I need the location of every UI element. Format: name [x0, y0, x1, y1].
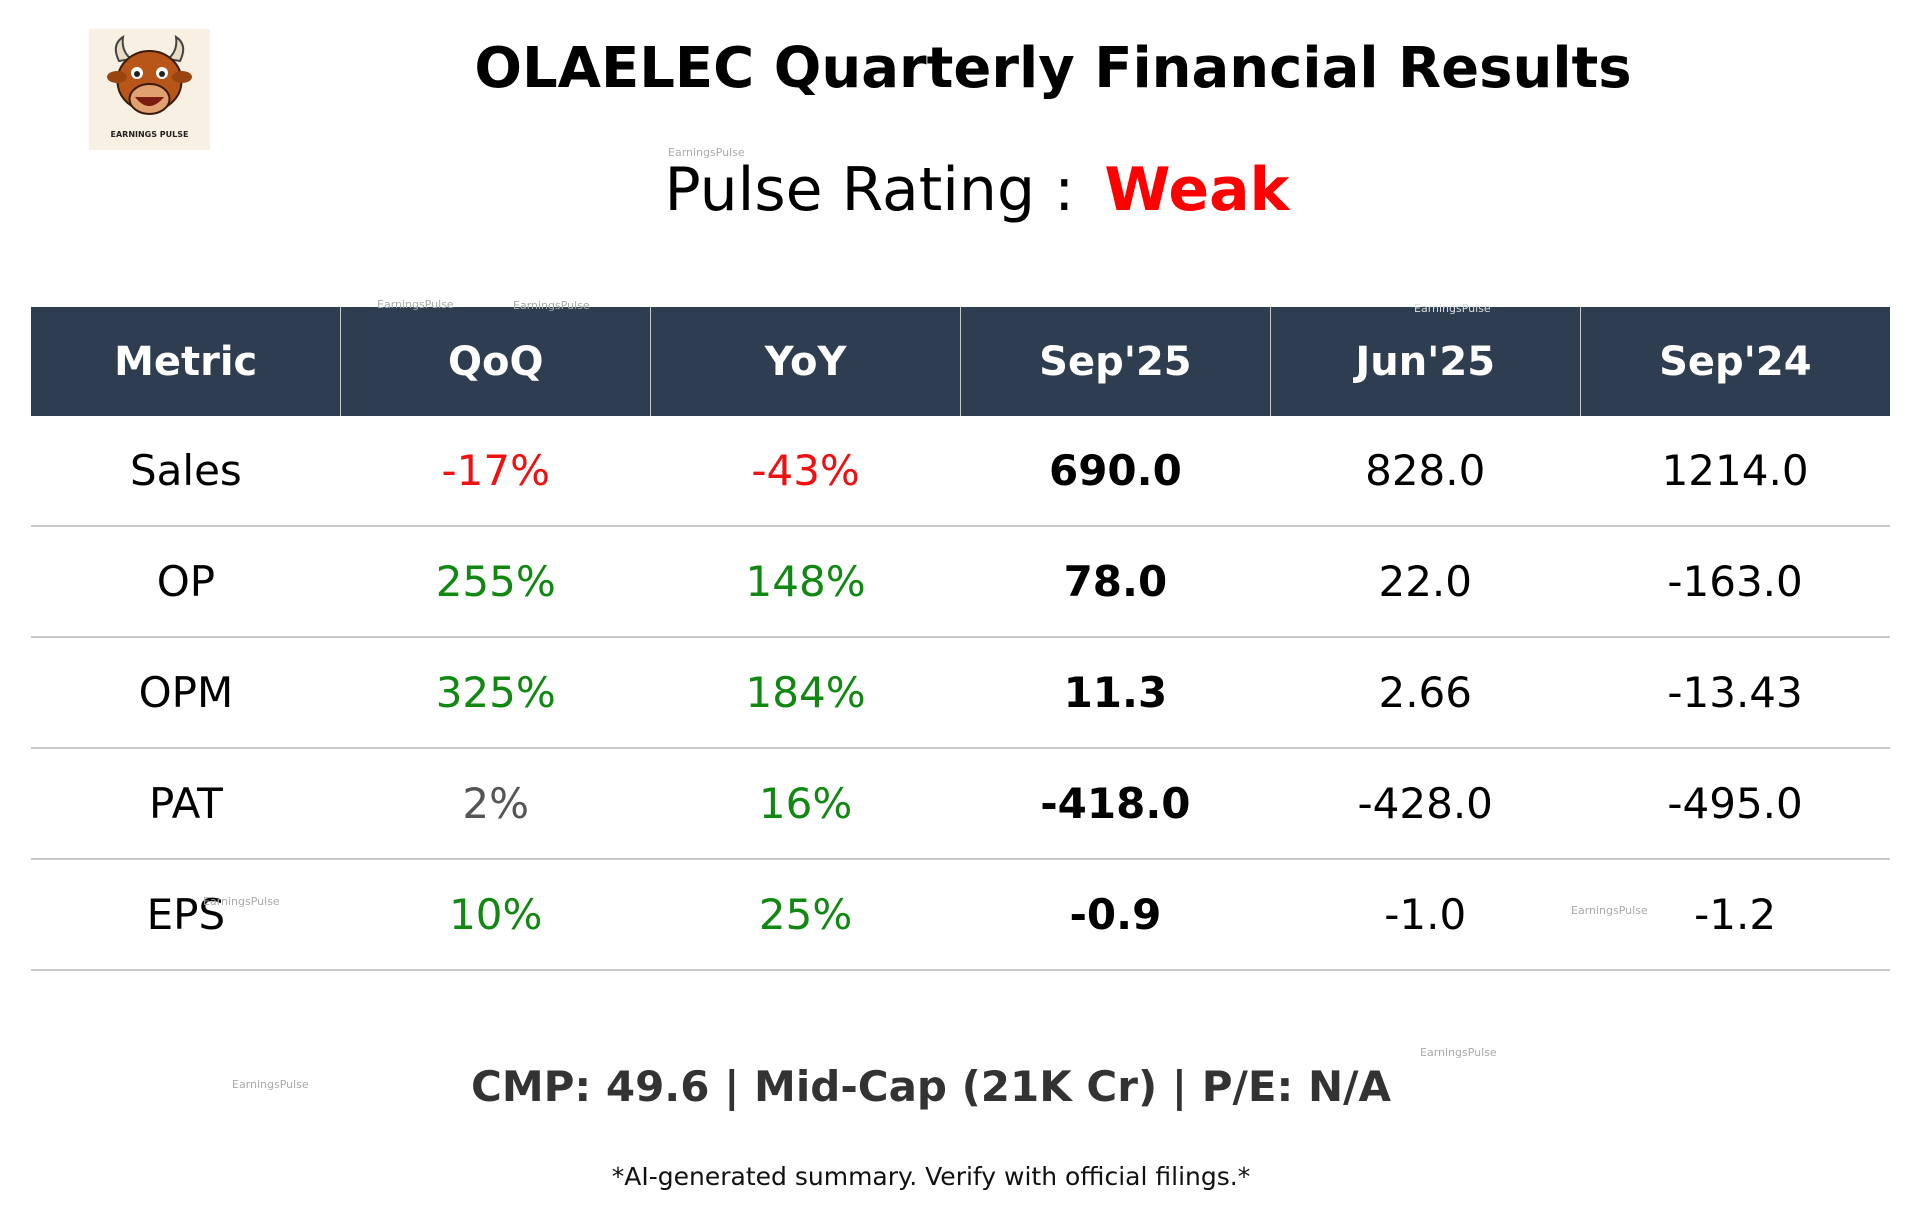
- watermark: EarningsPulse: [513, 299, 590, 312]
- rating-value: Weak: [1104, 155, 1290, 225]
- table-cell: -418.0: [960, 748, 1271, 860]
- table-cell: 325%: [340, 637, 651, 749]
- table-cell: OPM: [31, 637, 341, 749]
- logo: EARNINGS PULSE: [89, 29, 210, 150]
- table-cell: -1.0: [1270, 859, 1581, 971]
- watermark: EarningsPulse: [1571, 904, 1648, 917]
- header-row: Metric QoQ YoY Sep'25 Jun'25 Sep'24: [31, 307, 1890, 416]
- logo-image: EARNINGS PULSE: [107, 34, 192, 139]
- table-cell: -43%: [650, 416, 961, 527]
- results-table: Metric QoQ YoY Sep'25 Jun'25 Sep'24 Sales -17%…: [31, 307, 1890, 971]
- table-cell: -1.2: [1580, 859, 1890, 971]
- table-cell: 78.0: [960, 526, 1271, 638]
- table-cell: 1214.0: [1580, 416, 1890, 527]
- watermark: EarningsPulse: [1414, 302, 1491, 315]
- table-cell: 2.66: [1270, 637, 1581, 749]
- table-cell: PAT: [31, 748, 341, 860]
- table-cell: -13.43: [1580, 637, 1890, 749]
- rating-label: Pulse Rating :: [664, 155, 1075, 225]
- table-cell: 10%: [340, 859, 651, 971]
- table-cell: 184%: [650, 637, 961, 749]
- table-row: OP 255% 148% 78.0 22.0 -163.0: [31, 526, 1890, 638]
- watermark: EarningsPulse: [1420, 1046, 1497, 1059]
- summary: CMP: 49.6 | Mid-Cap (21K Cr) | P/E: N/A: [471, 1062, 1391, 1111]
- table-cell: 828.0: [1270, 416, 1581, 527]
- watermark: EarningsPulse: [203, 895, 280, 908]
- table-cell: 2%: [340, 748, 651, 860]
- watermark: EarningsPulse: [232, 1078, 309, 1091]
- table-row: PAT 2% 16% -418.0 -428.0 -495.0: [31, 748, 1890, 860]
- table-cell: 690.0: [960, 416, 1271, 527]
- column-header: Sep'24: [1579, 307, 1890, 416]
- table-cell: -163.0: [1580, 526, 1890, 638]
- table-cell: EPS: [31, 859, 341, 971]
- column-header: Metric: [31, 307, 341, 416]
- table-cell: 25%: [650, 859, 961, 971]
- table-cell: 16%: [650, 748, 961, 860]
- column-header: QoQ: [340, 307, 651, 416]
- table-cell: -17%: [340, 416, 651, 527]
- column-header: Sep'25: [959, 307, 1271, 416]
- table-cell: -495.0: [1580, 748, 1890, 860]
- title: OLAELEC Quarterly Financial Results: [474, 36, 1632, 101]
- disclaimer: *AI-generated summary. Verify with offic…: [611, 1162, 1251, 1191]
- watermark: EarningsPulse: [668, 146, 745, 159]
- watermark: EarningsPulse: [377, 298, 454, 311]
- logo-text: EARNINGS PULSE: [111, 130, 189, 139]
- table-cell: 11.3: [960, 637, 1271, 749]
- table-body: Sales -17% -43% 690.0 828.0 1214.0 OP 255% 148% 7…: [31, 416, 1890, 971]
- table-cell: 255%: [340, 526, 651, 638]
- table-row: Sales -17% -43% 690.0 828.0 1214.0: [31, 416, 1890, 527]
- table-row: OPM 325% 184% 11.3 2.66 -13.43: [31, 637, 1890, 749]
- table-cell: 22.0: [1270, 526, 1581, 638]
- table-cell: Sales: [31, 416, 341, 527]
- table-row: EPS 10% 25% -0.9 -1.0 -1.2: [31, 859, 1890, 971]
- table-cell: OP: [31, 526, 341, 638]
- table-cell: -0.9: [960, 859, 1271, 971]
- table-cell: -428.0: [1270, 748, 1581, 860]
- table-cell: 148%: [650, 526, 961, 638]
- pulse-rating: Pulse Rating : Weak: [0, 155, 1919, 225]
- column-header: Jun'25: [1269, 307, 1581, 416]
- column-header: YoY: [650, 307, 961, 416]
